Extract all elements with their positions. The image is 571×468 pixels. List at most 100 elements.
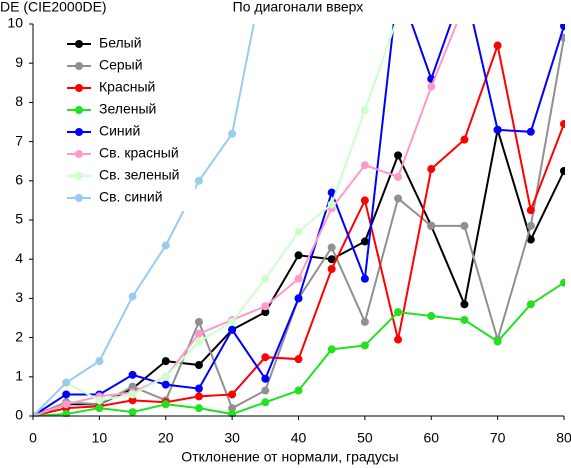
point (394, 335, 403, 344)
point (560, 119, 565, 128)
point (493, 337, 502, 346)
y-tick-label: 9 (15, 54, 23, 70)
point (493, 41, 502, 50)
point (327, 265, 336, 273)
point (360, 106, 369, 115)
point (161, 357, 170, 366)
legend-label: Белый (99, 35, 142, 51)
point (526, 206, 535, 215)
series-line (33, 24, 255, 417)
point (228, 410, 237, 417)
point (460, 12, 468, 20)
point (128, 382, 137, 391)
point (194, 404, 203, 413)
point (526, 127, 535, 136)
point (360, 341, 369, 350)
point (194, 317, 203, 326)
y-tick-label: 1 (15, 368, 23, 384)
legend-label: Красный (99, 79, 155, 95)
point (427, 312, 436, 321)
y-axis-label: DE (CIE2000DE) (0, 0, 107, 15)
point (360, 274, 369, 283)
point (427, 165, 436, 174)
legend-marker (75, 62, 83, 70)
point (394, 12, 402, 20)
point (228, 390, 237, 399)
legend-marker (75, 150, 83, 158)
point (228, 404, 237, 413)
point (194, 392, 203, 401)
point (327, 345, 336, 354)
point (62, 400, 71, 409)
y-tick-label: 4 (15, 250, 23, 266)
series-line (33, 281, 565, 417)
point (526, 221, 535, 230)
point (228, 325, 237, 334)
y-tick-label: 5 (15, 211, 23, 227)
point (128, 408, 137, 417)
point (62, 378, 71, 387)
point (194, 361, 203, 370)
legend-marker (75, 84, 83, 92)
point (62, 410, 71, 417)
x-axis-label: Отклонение от нормали, градусы (181, 449, 398, 465)
legend-label: Серый (99, 57, 143, 73)
x-tick-label: 0 (29, 430, 37, 446)
point (228, 129, 237, 138)
point (161, 241, 170, 250)
point (128, 390, 137, 399)
legend-label: Зеленый (99, 101, 156, 117)
point (394, 151, 403, 160)
point (427, 82, 436, 91)
plot (33, 12, 565, 417)
point (360, 196, 369, 205)
x-tick-label: 10 (92, 430, 108, 446)
point (526, 300, 535, 309)
point (394, 194, 403, 203)
point (460, 315, 469, 324)
legend-label: Св. красный (99, 145, 179, 161)
point (394, 172, 403, 181)
point (526, 235, 535, 244)
series-line (33, 24, 458, 417)
y-tick-label: 6 (15, 172, 23, 188)
point (261, 386, 270, 395)
point (327, 188, 336, 197)
point (460, 221, 469, 230)
y-tick-label: 3 (15, 289, 23, 305)
point (95, 396, 104, 405)
point (294, 274, 303, 283)
point (128, 396, 137, 405)
point (294, 386, 303, 395)
point (360, 161, 369, 170)
point (261, 274, 270, 283)
point (360, 317, 369, 326)
point (161, 400, 170, 409)
point (327, 243, 336, 252)
legend-marker (75, 128, 83, 136)
x-tick-label: 50 (357, 430, 373, 446)
point (327, 200, 336, 209)
point (427, 221, 436, 230)
point (261, 353, 270, 362)
legend-box (63, 31, 195, 211)
point (161, 372, 170, 381)
series-line (33, 24, 397, 417)
point (194, 176, 203, 185)
y-tick-label: 2 (15, 328, 23, 344)
y-tick-label: 10 (7, 15, 23, 31)
point (194, 329, 203, 338)
point (560, 167, 565, 175)
x-tick-label: 40 (291, 430, 307, 446)
point (261, 308, 270, 317)
point (194, 337, 203, 346)
legend-label: Синий (99, 123, 140, 139)
chart-title: По диагонали вверх (233, 0, 364, 15)
legend-label: Св. зеленый (99, 167, 179, 183)
point (261, 398, 270, 407)
legend-marker (75, 194, 83, 202)
legend-marker (75, 172, 83, 180)
point (493, 125, 502, 134)
